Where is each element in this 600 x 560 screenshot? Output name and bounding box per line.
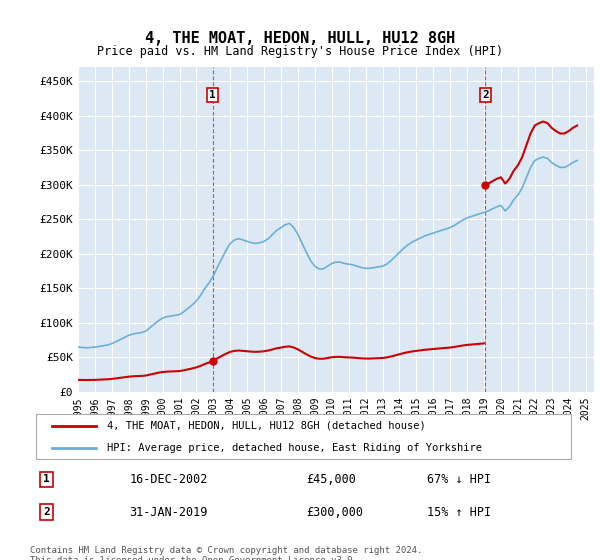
Text: 67% ↓ HPI: 67% ↓ HPI <box>427 473 491 486</box>
Text: 15% ↑ HPI: 15% ↑ HPI <box>427 506 491 519</box>
Text: 4, THE MOAT, HEDON, HULL, HU12 8GH (detached house): 4, THE MOAT, HEDON, HULL, HU12 8GH (deta… <box>107 421 426 431</box>
Text: 1: 1 <box>209 90 216 100</box>
Text: Contains HM Land Registry data © Crown copyright and database right 2024.
This d: Contains HM Land Registry data © Crown c… <box>30 546 422 560</box>
Text: £300,000: £300,000 <box>306 506 363 519</box>
Text: 1: 1 <box>43 474 50 484</box>
Text: 2: 2 <box>482 90 489 100</box>
FancyBboxPatch shape <box>35 414 571 459</box>
Text: £45,000: £45,000 <box>306 473 356 486</box>
Text: 31-JAN-2019: 31-JAN-2019 <box>130 506 208 519</box>
Text: Price paid vs. HM Land Registry's House Price Index (HPI): Price paid vs. HM Land Registry's House … <box>97 45 503 58</box>
Text: HPI: Average price, detached house, East Riding of Yorkshire: HPI: Average price, detached house, East… <box>107 443 482 453</box>
Text: 4, THE MOAT, HEDON, HULL, HU12 8GH: 4, THE MOAT, HEDON, HULL, HU12 8GH <box>145 31 455 46</box>
Text: 16-DEC-2002: 16-DEC-2002 <box>130 473 208 486</box>
Text: 2: 2 <box>43 507 50 517</box>
